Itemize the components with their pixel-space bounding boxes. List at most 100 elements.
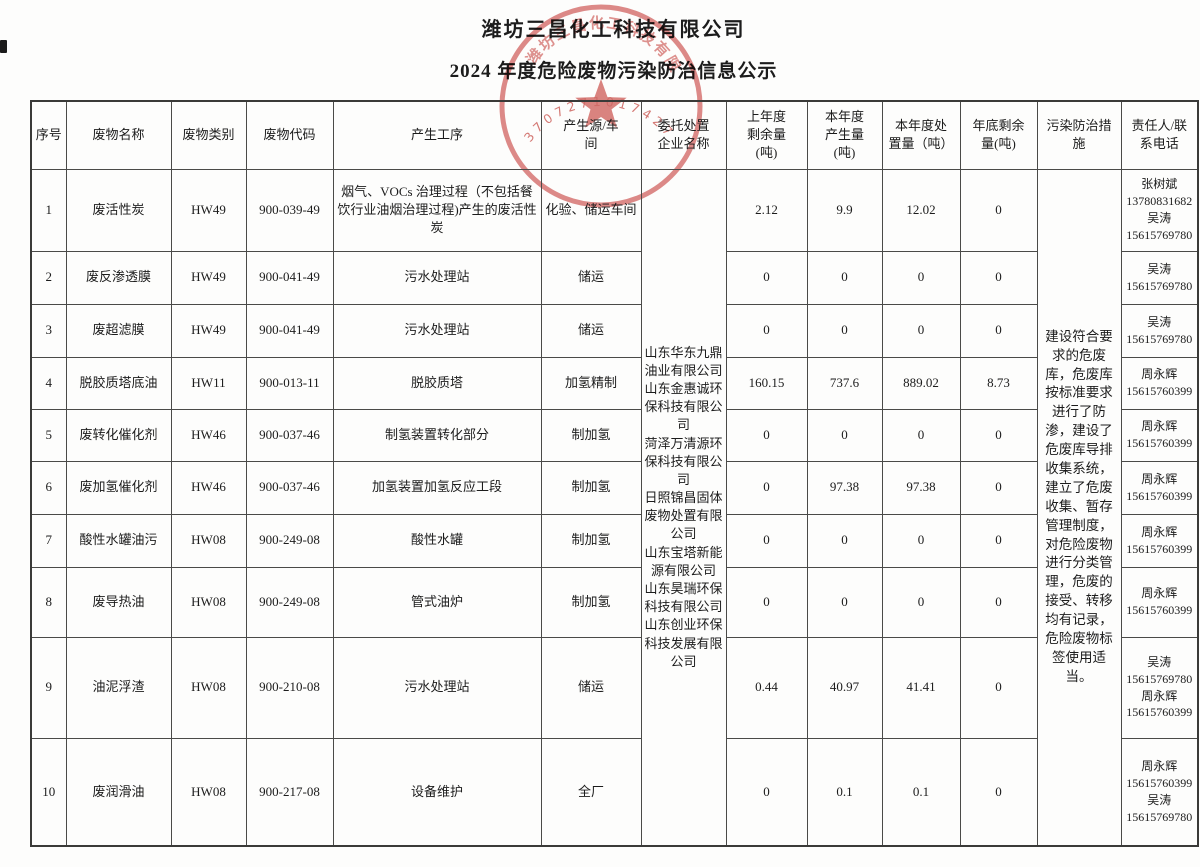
- cell-disposed: 12.02: [881, 168, 961, 252]
- cell-waste-name: 酸性水罐油污: [65, 513, 172, 568]
- cell-end: 0: [959, 460, 1038, 515]
- table-row: 8 废导热油 HW08 900-249-08 管式油炉 制加氢 0 0 0 0 …: [30, 566, 1199, 638]
- col-header-contact: 责任人/联 系电话: [1120, 100, 1199, 170]
- cell-waste-name: 废反渗透膜: [65, 250, 172, 305]
- cell-contact: 周永辉 15615760399: [1120, 513, 1199, 568]
- cell-no: 8: [30, 566, 67, 638]
- cell-produced: 0.1: [806, 737, 883, 847]
- cell-contact: 吴涛 15615769780: [1120, 250, 1199, 305]
- cell-end: 0: [959, 303, 1038, 358]
- table-row: 3 废超滤膜 HW49 900-041-49 污水处理站 储运 0 0 0 0 …: [30, 303, 1199, 358]
- cell-produced: 40.97: [806, 636, 883, 739]
- col-header-prev-remaining: 上年度 剩余量 (吨): [725, 100, 808, 170]
- cell-process: 酸性水罐: [332, 513, 542, 568]
- cell-category: HW49: [170, 303, 247, 358]
- cell-disposed: 41.41: [881, 636, 961, 739]
- cell-prev: 0: [725, 408, 808, 462]
- page-title: 潍坊三昌化工科技有限公司: [481, 19, 746, 41]
- cell-process: 制氢装置转化部分: [332, 408, 542, 462]
- cell-produced: 97.38: [806, 460, 883, 515]
- cell-no: 1: [30, 168, 67, 252]
- cell-disposed: 0: [881, 513, 961, 568]
- cell-code: 900-039-49: [245, 168, 334, 252]
- cell-source: 化验、储运车间: [540, 168, 642, 252]
- cell-code: 900-013-11: [245, 356, 334, 410]
- cell-waste-name: 废超滤膜: [65, 303, 172, 358]
- cell-measures: 建设符合要求的危废库，危废库按标准要求进行了防渗，建设了危废库导排收集系统，建立…: [1036, 168, 1122, 847]
- cell-waste-name: 废导热油: [65, 566, 172, 638]
- cell-source: 制加氢: [540, 408, 642, 462]
- cell-process: 管式油炉: [332, 566, 542, 638]
- cell-category: HW11: [170, 356, 247, 410]
- cell-end: 0: [959, 513, 1038, 568]
- cell-waste-name: 油泥浮渣: [65, 636, 172, 739]
- cell-disposed: 0.1: [881, 737, 961, 847]
- cell-category: HW49: [170, 168, 247, 252]
- cell-produced: 0: [806, 408, 883, 462]
- table-row: 10 废润滑油 HW08 900-217-08 设备维护 全厂 0 0.1 0.…: [30, 737, 1199, 847]
- cell-disposed: 97.38: [881, 460, 961, 515]
- cell-contact: 周永辉 15615760399 吴涛 15615769780: [1120, 737, 1199, 847]
- table-row: 2 废反渗透膜 HW49 900-041-49 污水处理站 储运 0 0 0 0…: [30, 250, 1199, 305]
- table-row: 5 废转化催化剂 HW46 900-037-46 制氢装置转化部分 制加氢 0 …: [30, 408, 1199, 462]
- cell-no: 6: [30, 460, 67, 515]
- document-header: 潍坊三昌化工科技有限公司 2024 年度危险废物污染防治信息公示: [30, 18, 1197, 83]
- cell-source: 加氢精制: [540, 356, 642, 410]
- cell-process: 设备维护: [332, 737, 542, 847]
- scan-artifact: [0, 40, 7, 53]
- cell-disposed: 0: [881, 408, 961, 462]
- cell-waste-name: 废加氢催化剂: [65, 460, 172, 515]
- cell-end: 0: [959, 250, 1038, 305]
- col-header-source: 产生源/车 间: [540, 100, 642, 170]
- col-header-end-remaining: 年底剩余 量(吨): [959, 100, 1038, 170]
- col-header-disposal-company: 委托处置 企业名称: [640, 100, 727, 170]
- col-header-produced: 本年度 产生量 (吨): [806, 100, 883, 170]
- cell-category: HW46: [170, 460, 247, 515]
- cell-no: 7: [30, 513, 67, 568]
- table-row: 7 酸性水罐油污 HW08 900-249-08 酸性水罐 制加氢 0 0 0 …: [30, 513, 1199, 568]
- cell-prev: 2.12: [725, 168, 808, 252]
- cell-prev: 0: [725, 566, 808, 638]
- cell-process: 脱胶质塔: [332, 356, 542, 410]
- table-row: 4 脱胶质塔底油 HW11 900-013-11 脱胶质塔 加氢精制 160.1…: [30, 356, 1199, 410]
- col-header-process: 产生工序: [332, 100, 542, 170]
- cell-category: HW08: [170, 636, 247, 739]
- cell-code: 900-249-08: [245, 513, 334, 568]
- cell-prev: 0: [725, 460, 808, 515]
- cell-code: 900-037-46: [245, 408, 334, 462]
- cell-produced: 9.9: [806, 168, 883, 252]
- cell-prev: 0.44: [725, 636, 808, 739]
- cell-process: 烟气、VOCs 治理过程（不包括餐饮行业油烟治理过程)产生的废活性炭: [332, 168, 542, 252]
- table-row: 6 废加氢催化剂 HW46 900-037-46 加氢装置加氢反应工段 制加氢 …: [30, 460, 1199, 515]
- table-header-row: 序号 废物名称 废物类别 废物代码 产生工序 产生源/车 间 委托处置 企业名称…: [30, 100, 1199, 170]
- cell-disposal-companies: 山东华东九鼎油业有限公司 山东金惠诚环保科技有限公司 菏泽万清源环保科技有限公司…: [640, 168, 727, 847]
- cell-prev: 0: [725, 250, 808, 305]
- cell-disposed: 889.02: [881, 356, 961, 410]
- cell-no: 10: [30, 737, 67, 847]
- cell-prev: 0: [725, 737, 808, 847]
- cell-end: 8.73: [959, 356, 1038, 410]
- cell-waste-name: 废润滑油: [65, 737, 172, 847]
- cell-source: 储运: [540, 636, 642, 739]
- cell-prev: 160.15: [725, 356, 808, 410]
- cell-contact: 张树斌 13780831682 吴涛 15615769780: [1120, 168, 1199, 252]
- cell-contact: 周永辉 15615760399: [1120, 408, 1199, 462]
- cell-waste-name: 废活性炭: [65, 168, 172, 252]
- cell-no: 3: [30, 303, 67, 358]
- cell-category: HW49: [170, 250, 247, 305]
- cell-produced: 737.6: [806, 356, 883, 410]
- cell-contact: 吴涛 15615769780 周永辉 15615760399: [1120, 636, 1199, 739]
- col-header-waste-code: 废物代码: [245, 100, 334, 170]
- col-header-no: 序号: [30, 100, 67, 170]
- cell-process: 加氢装置加氢反应工段: [332, 460, 542, 515]
- cell-category: HW08: [170, 513, 247, 568]
- cell-prev: 0: [725, 303, 808, 358]
- cell-end: 0: [959, 737, 1038, 847]
- page-subtitle: 2024 年度危险废物污染防治信息公示: [449, 61, 778, 82]
- cell-no: 9: [30, 636, 67, 739]
- cell-code: 900-041-49: [245, 250, 334, 305]
- cell-end: 0: [959, 636, 1038, 739]
- col-header-disposed: 本年度处 置量（吨）: [881, 100, 961, 170]
- cell-no: 2: [30, 250, 67, 305]
- cell-contact: 周永辉 15615760399: [1120, 460, 1199, 515]
